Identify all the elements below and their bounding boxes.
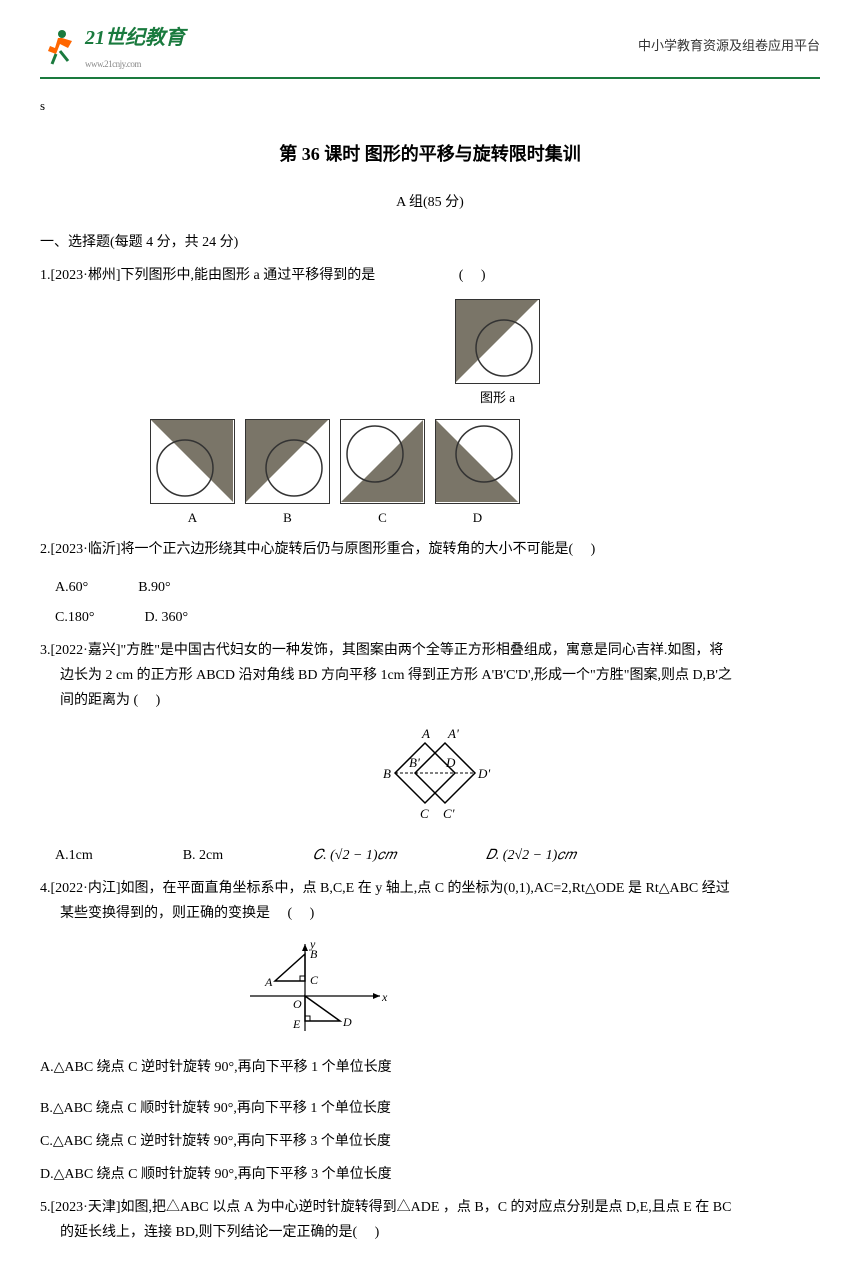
lesson-title: 第 36 课时 图形的平移与旋转限时集训 bbox=[40, 138, 820, 170]
label-C: C bbox=[420, 806, 429, 821]
q1-figure-a: 图形 a bbox=[175, 299, 820, 409]
q4-opt-c: C.△ABC 绕点 C 逆时针旋转 90°,再向下平移 3 个单位长度 bbox=[40, 1129, 820, 1154]
q4-opt-b: B.△ABC 绕点 C 顺时针旋转 90°,再向下平移 1 个单位长度 bbox=[40, 1096, 820, 1121]
label-Dp: D' bbox=[477, 766, 490, 781]
q4-diagram: y B A C O x E D bbox=[240, 936, 820, 1045]
q4-A: A bbox=[264, 975, 273, 989]
question-1: 1.[2023·郴州]下列图形中,能由图形 a 通过平移得到的是 ( ) bbox=[40, 263, 820, 288]
label-Ap: A' bbox=[447, 726, 459, 741]
q4-line2: 某些变换得到的，则正确的变换是 ( ) bbox=[40, 901, 820, 926]
opt-d-label: D bbox=[473, 506, 482, 529]
q3-opt-d: 𝐷. (2√2 − 1)𝑐𝑚 bbox=[486, 843, 576, 868]
q3-diagram: A A' B B' D D' C C' bbox=[40, 723, 820, 832]
logo-text: 21世纪教育 bbox=[85, 20, 185, 56]
logo-url: www.21cnjy.com bbox=[85, 56, 185, 72]
q1-text: 1.[2023·郴州]下列图形中,能由图形 a 通过平移得到的是 bbox=[40, 268, 375, 283]
fangsheng-svg: A A' B B' D D' C C' bbox=[340, 723, 520, 823]
q3-opt-b: B. 2cm bbox=[183, 843, 223, 868]
shape-a-svg bbox=[456, 300, 538, 382]
header-right-text: 中小学教育资源及组卷应用平台 bbox=[638, 34, 820, 57]
q3-opt-c: 𝐶. (√2 − 1)𝑐𝑚 bbox=[313, 843, 396, 868]
label-A: A bbox=[421, 726, 430, 741]
q5-line2: 的延长线上，连接 BD,则下列结论一定正确的是( ) bbox=[40, 1220, 820, 1245]
q2-text: 2.[2023·临沂]将一个正六边形绕其中心旋转后仍与原图形重合，旋转角的大小不… bbox=[40, 537, 820, 562]
q1-blank: ( ) bbox=[459, 268, 486, 283]
q1-option-a: A bbox=[150, 419, 235, 529]
question-2: 2.[2023·临沂]将一个正六边形绕其中心旋转后仍与原图形重合，旋转角的大小不… bbox=[40, 537, 820, 562]
q2-options-row1: A.60° B.90° bbox=[55, 575, 820, 600]
label-Bp: B' bbox=[409, 755, 420, 770]
label-D: D bbox=[445, 755, 456, 770]
coord-svg: y B A C O x E D bbox=[240, 936, 400, 1036]
q2-opt-d: D. 360° bbox=[144, 605, 188, 630]
q3-line3: 间的距离为 ( ) bbox=[40, 688, 820, 713]
q2-options-row2: C.180° D. 360° bbox=[55, 605, 820, 630]
q4-x: x bbox=[381, 990, 388, 1004]
q5-line1: 5.[2023·天津]如图,把△ABC 以点 A 为中心逆时针旋转得到△ADE … bbox=[40, 1195, 820, 1220]
runner-icon bbox=[40, 26, 80, 66]
q1-option-c: C bbox=[340, 419, 425, 529]
opt-b-label: B bbox=[283, 506, 292, 529]
q2-opt-c: C.180° bbox=[55, 605, 94, 630]
q2-opt-a: A.60° bbox=[55, 575, 88, 600]
q3-line2: 边长为 2 cm 的正方形 ABCD 沿对角线 BD 方向平移 1cm 得到正方… bbox=[40, 663, 820, 688]
q4-O: O bbox=[293, 997, 302, 1011]
q3-options: A.1cm B. 2cm 𝐶. (√2 − 1)𝑐𝑚 𝐷. (2√2 − 1)𝑐… bbox=[55, 843, 820, 868]
logo: 21世纪教育 www.21cnjy.com bbox=[40, 20, 185, 72]
q3-line1: 3.[2022·嘉兴]"方胜"是中国古代妇女的一种发饰，其图案由两个全等正方形相… bbox=[40, 638, 820, 663]
question-4: 4.[2022·内江]如图，在平面直角坐标系中，点 B,C,E 在 y 轴上,点… bbox=[40, 876, 820, 926]
question-3: 3.[2022·嘉兴]"方胜"是中国古代妇女的一种发饰，其图案由两个全等正方形相… bbox=[40, 638, 820, 714]
q4-line1: 4.[2022·内江]如图，在平面直角坐标系中，点 B,C,E 在 y 轴上,点… bbox=[40, 876, 820, 901]
q4-opt-a: A.△ABC 绕点 C 逆时针旋转 90°,再向下平移 1 个单位长度 bbox=[40, 1055, 820, 1080]
option-c-svg bbox=[341, 420, 423, 502]
page-marker: s bbox=[40, 94, 820, 117]
q4-C: C bbox=[310, 973, 319, 987]
section-header: 一、选择题(每题 4 分，共 24 分) bbox=[40, 230, 820, 255]
question-5: 5.[2023·天津]如图,把△ABC 以点 A 为中心逆时针旋转得到△ADE … bbox=[40, 1195, 820, 1245]
figure-a-label: 图形 a bbox=[480, 386, 515, 409]
opt-c-label: C bbox=[378, 506, 387, 529]
q2-opt-b: B.90° bbox=[138, 575, 170, 600]
q1-option-b: B bbox=[245, 419, 330, 529]
label-Cp: C' bbox=[443, 806, 455, 821]
label-B: B bbox=[383, 766, 391, 781]
option-d-svg bbox=[436, 420, 518, 502]
q4-B: B bbox=[310, 947, 318, 961]
q4-opt-d: D.△ABC 绕点 C 顺时针旋转 90°,再向下平移 3 个单位长度 bbox=[40, 1162, 820, 1187]
opt-a-label: A bbox=[188, 506, 197, 529]
q4-D: D bbox=[342, 1015, 352, 1029]
q3-opt-a: A.1cm bbox=[55, 843, 93, 868]
page-header: 21世纪教育 www.21cnjy.com 中小学教育资源及组卷应用平台 bbox=[40, 20, 820, 79]
q4-E: E bbox=[292, 1017, 301, 1031]
option-a-svg bbox=[151, 420, 233, 502]
q1-option-d: D bbox=[435, 419, 520, 529]
group-subtitle: A 组(85 分) bbox=[40, 190, 820, 215]
option-b-svg bbox=[246, 420, 328, 502]
q1-options-row: A B C D bbox=[150, 419, 820, 529]
